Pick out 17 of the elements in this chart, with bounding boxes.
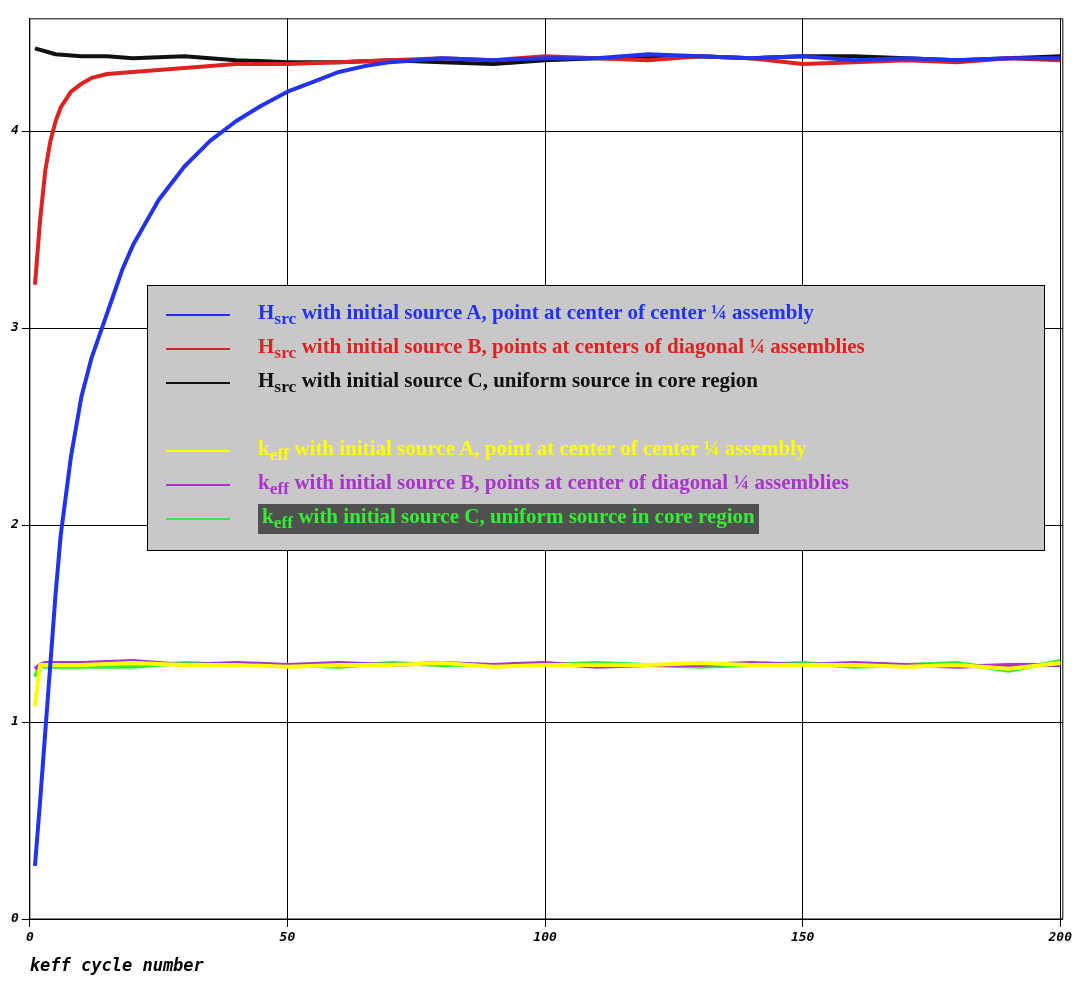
x-tick-label: 0 [25, 929, 34, 945]
x-tick-label: 150 [790, 929, 815, 945]
legend-label: H$_{src}$ with initial source A, point at center of center ¼ assembly [258, 300, 814, 330]
legend-label: k$_{eff}$ with initial source A, point at center of center ¼ assembly [258, 436, 807, 466]
legend-label: k$_{eff}$ with initial source B, points at center of diagonal ¼ assemblies [258, 470, 849, 500]
x-tick-label: 100 [533, 929, 557, 945]
legend-label: H$_{src}$ with initial source C, uniform source in core region [258, 368, 758, 398]
y-tick-label: 0 [11, 910, 19, 926]
x-axis-title: keff cycle number [29, 955, 205, 976]
y-tick-label: 4 [11, 122, 19, 138]
x-tick-label: 50 [279, 929, 296, 945]
x-tick-label: 200 [1047, 929, 1073, 945]
legend-label: k$_{eff}$ with initial source C, uniform source in core region [258, 504, 759, 534]
y-tick-label: 2 [10, 516, 19, 532]
y-tick-label: 3 [10, 319, 19, 335]
y-tick-label: 1 [11, 713, 19, 729]
legend-label: H$_{src}$ with initial source B, points at centers of diagonal ¼ assemblies [258, 334, 865, 364]
